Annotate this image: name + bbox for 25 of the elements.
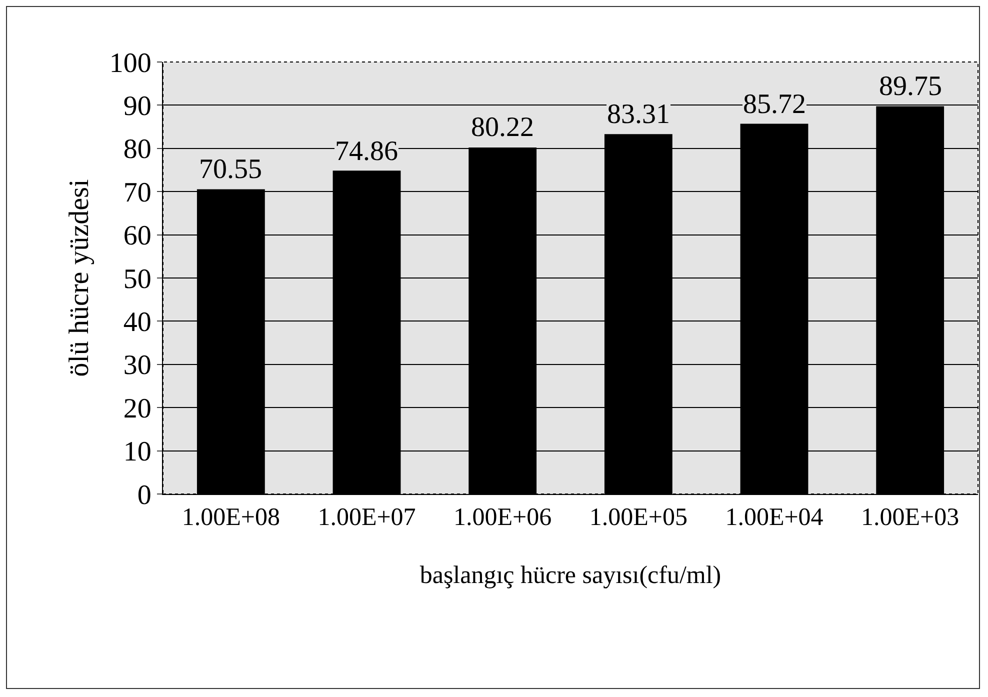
data-label: 83.31 — [607, 99, 670, 130]
x-tick-label: 1.00E+08 — [182, 504, 280, 531]
data-label: 89.75 — [879, 71, 942, 102]
y-tick-label: 60 — [123, 220, 152, 252]
x-axis-title: başlangıç hücre sayısı(cfu/ml) — [420, 562, 722, 589]
y-tick-label: 50 — [123, 264, 152, 295]
y-tick-label: 90 — [123, 91, 152, 122]
y-tick-label: 70 — [123, 177, 152, 208]
x-tick-label: 1.00E+03 — [861, 504, 960, 531]
y-tick-label: 80 — [123, 134, 152, 166]
y-tick-label: 0 — [137, 480, 152, 511]
y-tick-label: 20 — [123, 393, 152, 424]
x-tick-label: 1.00E+04 — [725, 504, 824, 531]
y-axis-title: ölü hücre yüzdesi — [64, 179, 96, 377]
x-tick-label: 1.00E+05 — [589, 504, 688, 531]
data-label: 80.22 — [471, 112, 534, 143]
y-tick-label: 40 — [123, 307, 152, 338]
data-label: 85.72 — [743, 89, 806, 120]
y-tick-label: 30 — [123, 350, 152, 382]
data-label: 74.86 — [335, 136, 398, 167]
y-tick-label: 10 — [123, 436, 152, 468]
x-tick-label: 1.00E+06 — [454, 504, 552, 531]
data-label: 70.55 — [199, 154, 262, 185]
x-tick-label: 1.00E+07 — [318, 504, 416, 531]
y-tick-label: 100 — [109, 48, 152, 79]
